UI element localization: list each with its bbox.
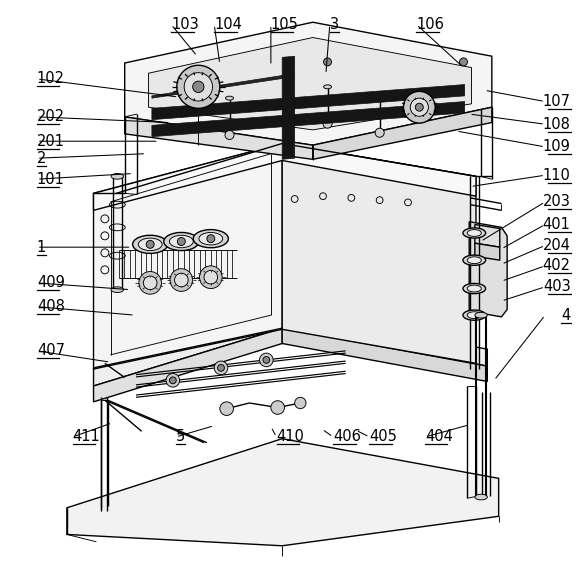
- Ellipse shape: [225, 96, 234, 100]
- Text: 1: 1: [37, 240, 46, 254]
- Polygon shape: [475, 243, 500, 260]
- Polygon shape: [313, 107, 492, 160]
- Circle shape: [177, 65, 220, 108]
- Ellipse shape: [463, 255, 486, 265]
- Polygon shape: [94, 328, 282, 402]
- Polygon shape: [282, 328, 487, 382]
- Ellipse shape: [463, 310, 486, 320]
- Polygon shape: [94, 311, 487, 386]
- Circle shape: [324, 58, 332, 66]
- Text: 401: 401: [543, 217, 570, 232]
- Text: 410: 410: [276, 429, 305, 445]
- Circle shape: [204, 270, 217, 284]
- Text: 406: 406: [333, 429, 361, 445]
- Ellipse shape: [463, 283, 486, 294]
- Text: 402: 402: [543, 258, 570, 273]
- Circle shape: [225, 131, 234, 140]
- Text: 403: 403: [543, 279, 570, 294]
- Circle shape: [271, 400, 284, 414]
- Circle shape: [416, 103, 423, 111]
- Text: 101: 101: [37, 172, 65, 187]
- Text: 102: 102: [37, 72, 65, 86]
- Text: 108: 108: [543, 116, 570, 132]
- Circle shape: [170, 269, 192, 291]
- Polygon shape: [125, 22, 492, 145]
- Polygon shape: [475, 224, 500, 247]
- Circle shape: [460, 58, 468, 66]
- Text: 408: 408: [37, 299, 65, 314]
- Ellipse shape: [132, 235, 168, 253]
- Ellipse shape: [138, 238, 162, 250]
- Circle shape: [323, 119, 332, 128]
- Polygon shape: [125, 117, 313, 160]
- Ellipse shape: [467, 257, 481, 264]
- Circle shape: [263, 357, 270, 364]
- Circle shape: [143, 276, 157, 290]
- Circle shape: [214, 361, 228, 375]
- Ellipse shape: [199, 232, 223, 245]
- Text: 411: 411: [73, 429, 101, 445]
- Circle shape: [177, 237, 186, 245]
- Polygon shape: [282, 144, 476, 364]
- Circle shape: [410, 98, 428, 116]
- Text: 404: 404: [425, 429, 453, 445]
- Circle shape: [139, 272, 161, 294]
- Text: 3: 3: [330, 17, 339, 32]
- Polygon shape: [67, 438, 499, 546]
- Circle shape: [260, 353, 273, 367]
- Text: 105: 105: [271, 17, 299, 32]
- Text: 2: 2: [37, 151, 46, 166]
- Ellipse shape: [463, 228, 486, 238]
- Ellipse shape: [169, 235, 193, 248]
- Text: 103: 103: [171, 17, 199, 32]
- Text: 204: 204: [543, 238, 570, 253]
- Ellipse shape: [376, 94, 384, 98]
- Polygon shape: [149, 37, 472, 130]
- Polygon shape: [152, 102, 465, 137]
- Circle shape: [207, 235, 215, 243]
- Ellipse shape: [475, 312, 487, 318]
- Ellipse shape: [467, 229, 481, 236]
- Circle shape: [375, 128, 384, 137]
- Text: 409: 409: [37, 275, 65, 290]
- Circle shape: [220, 402, 234, 415]
- Circle shape: [217, 365, 224, 371]
- Ellipse shape: [193, 229, 228, 248]
- Text: 109: 109: [543, 139, 570, 154]
- Circle shape: [199, 266, 222, 289]
- Polygon shape: [94, 144, 476, 210]
- Circle shape: [146, 240, 154, 248]
- Text: 201: 201: [37, 133, 65, 149]
- Text: 5: 5: [176, 429, 185, 445]
- Circle shape: [169, 377, 176, 384]
- Text: 202: 202: [37, 110, 65, 124]
- Ellipse shape: [475, 494, 487, 500]
- Ellipse shape: [111, 173, 124, 179]
- Ellipse shape: [324, 85, 332, 89]
- Polygon shape: [152, 76, 295, 98]
- Circle shape: [166, 374, 180, 387]
- Polygon shape: [152, 85, 465, 120]
- Polygon shape: [94, 144, 282, 369]
- Text: 106: 106: [417, 17, 444, 32]
- Circle shape: [175, 273, 188, 287]
- Text: 407: 407: [37, 344, 65, 358]
- Ellipse shape: [467, 285, 481, 292]
- Text: 405: 405: [369, 429, 397, 445]
- Text: 4: 4: [561, 308, 570, 323]
- Ellipse shape: [111, 287, 124, 293]
- Text: 203: 203: [543, 194, 570, 210]
- Ellipse shape: [164, 232, 199, 250]
- Circle shape: [295, 398, 306, 408]
- Polygon shape: [282, 56, 295, 160]
- Circle shape: [192, 81, 204, 93]
- Polygon shape: [469, 222, 507, 317]
- Circle shape: [184, 73, 213, 101]
- Text: 110: 110: [543, 168, 570, 183]
- Circle shape: [403, 91, 435, 123]
- Ellipse shape: [467, 312, 481, 319]
- Text: 104: 104: [214, 17, 242, 32]
- Text: 107: 107: [543, 94, 570, 109]
